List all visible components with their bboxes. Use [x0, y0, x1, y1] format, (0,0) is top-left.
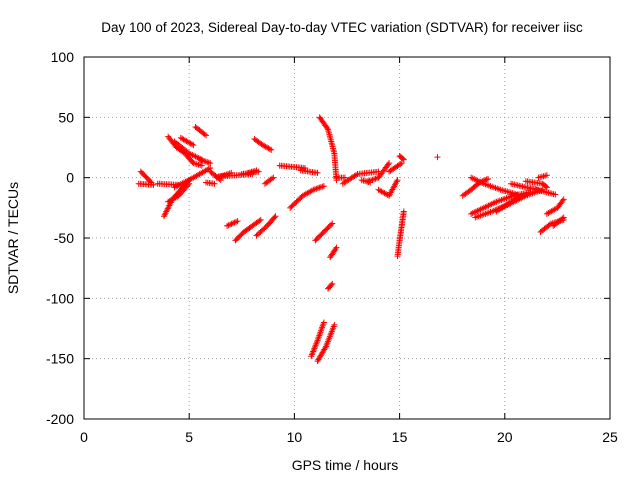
data-point: [543, 172, 550, 179]
data-point: [320, 183, 327, 190]
data-point: [266, 146, 273, 153]
data-point: [316, 184, 323, 191]
y-tick-label: 0: [66, 170, 74, 186]
data-point: [333, 244, 340, 251]
data-point: [328, 221, 335, 228]
data-point: [329, 220, 336, 227]
y-tick-label: 100: [51, 49, 75, 65]
data-point: [314, 185, 321, 192]
data-point: [552, 191, 559, 198]
data-point: [400, 156, 407, 163]
data-point: [207, 160, 214, 167]
data-point: [386, 160, 393, 167]
data-point: [398, 160, 405, 167]
data-point: [204, 159, 211, 166]
y-axis-ticks: -200 -150 -100 -50 0 50 100: [46, 49, 610, 427]
x-axis-label: GPS time / hours: [292, 457, 399, 473]
data-point: [434, 154, 441, 161]
data-point: [272, 213, 279, 220]
data-point: [257, 216, 264, 223]
data-point: [353, 172, 360, 179]
data-point: [189, 141, 196, 148]
y-tick-label: -200: [46, 411, 74, 427]
data-point: [324, 125, 331, 132]
y-tick-label: -150: [46, 351, 74, 367]
data-point: [148, 179, 155, 186]
data-point: [320, 319, 327, 326]
data-point: [271, 214, 278, 221]
data-point: [253, 167, 260, 174]
data-point: [268, 175, 275, 182]
data-point: [394, 177, 401, 184]
data-point: [559, 215, 566, 222]
data-points: [135, 114, 567, 365]
data-point: [331, 321, 338, 328]
data-point: [560, 196, 567, 203]
data-point: [317, 184, 324, 191]
data-point: [400, 208, 407, 215]
data-point: [322, 345, 329, 352]
data-point: [205, 159, 212, 166]
data-point: [385, 161, 392, 168]
y-tick-label: -50: [54, 230, 74, 246]
data-point: [559, 197, 566, 204]
data-point: [301, 165, 308, 172]
grid-lines: [84, 57, 610, 419]
data-point: [484, 175, 491, 182]
y-tick-label: -100: [46, 290, 74, 306]
y-tick-label: 50: [58, 109, 74, 125]
data-point: [234, 218, 241, 225]
data-point: [397, 161, 404, 168]
data-point: [198, 162, 205, 169]
data-point: [329, 280, 336, 287]
plot-frame: [83, 56, 611, 420]
data-point: [543, 184, 550, 191]
data-point: [147, 178, 154, 185]
data-point: [201, 131, 208, 138]
x-tick-label: 10: [287, 429, 303, 445]
data-point: [399, 155, 406, 162]
data-point: [542, 183, 549, 190]
x-tick-label: 0: [80, 429, 88, 445]
data-point: [185, 182, 192, 189]
x-axis-ticks: 0 5 10 15 20 25: [80, 57, 618, 445]
data-point: [332, 246, 339, 253]
data-point: [371, 176, 378, 183]
data-point: [211, 180, 218, 187]
data-point: [483, 176, 490, 183]
x-tick-label: 5: [185, 429, 193, 445]
data-point: [270, 174, 277, 181]
data-point: [268, 146, 275, 153]
data-point: [560, 214, 567, 221]
data-point: [314, 169, 321, 176]
data-point: [518, 192, 525, 199]
data-point: [328, 282, 335, 289]
x-tick-label: 25: [602, 429, 618, 445]
data-point: [190, 142, 197, 149]
data-point: [256, 217, 263, 224]
data-point: [319, 183, 326, 190]
x-tick-label: 15: [392, 429, 408, 445]
chart-title: Day 100 of 2023, Sidereal Day-to-day VTE…: [101, 20, 583, 35]
data-point: [203, 132, 210, 139]
data-point: [341, 174, 348, 181]
x-tick-label: 20: [497, 429, 513, 445]
y-axis-label: SDTVAR / TECUs: [5, 182, 21, 294]
